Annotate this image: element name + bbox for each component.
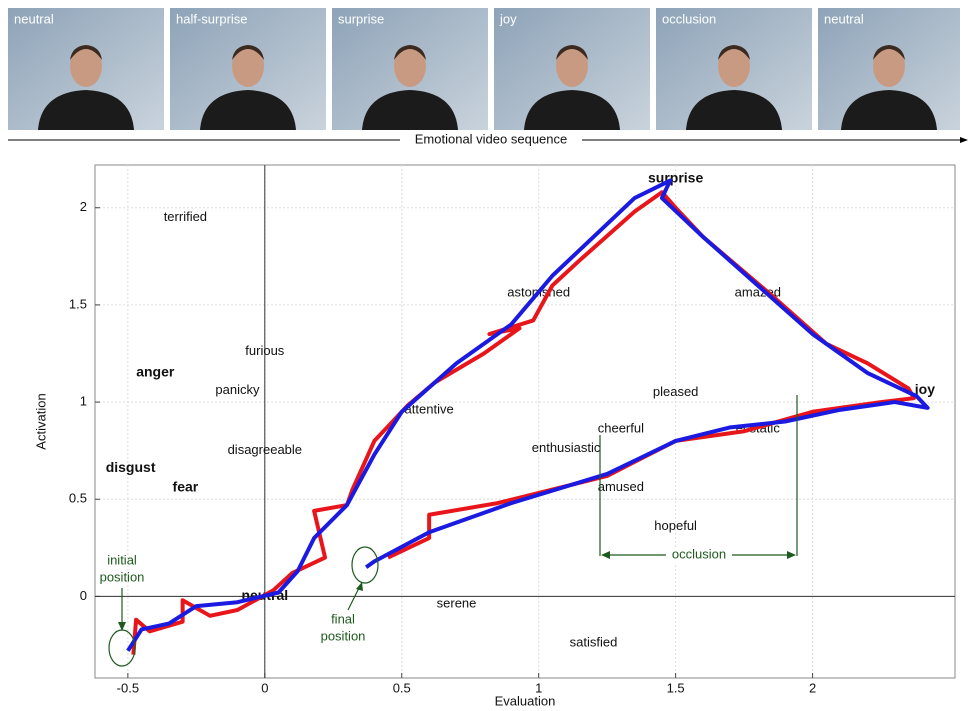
final-label: final xyxy=(331,611,355,626)
frame-label: neutral xyxy=(824,11,864,26)
emotion-label: cheerful xyxy=(598,421,644,436)
sequence-label: Emotional video sequence xyxy=(415,131,568,146)
initial-label: initial xyxy=(107,552,137,567)
frame-label: joy xyxy=(499,11,517,26)
frame-label: half-surprise xyxy=(176,11,248,26)
x-tick-label: 2 xyxy=(809,680,816,695)
x-tick-label: 0 xyxy=(261,680,268,695)
emotion-label: satisfied xyxy=(570,634,618,649)
occlusion-label: occlusion xyxy=(672,546,726,561)
frame-label: neutral xyxy=(14,11,54,26)
emotion-label: serene xyxy=(437,596,477,611)
y-axis-label: Activation xyxy=(33,393,48,449)
emotion-label: hopeful xyxy=(654,518,697,533)
emotion-label: terrified xyxy=(164,209,207,224)
frame-label: surprise xyxy=(338,11,384,26)
emotion-label: panicky xyxy=(215,382,260,397)
frame-label: occlusion xyxy=(662,11,716,26)
emotion-label: pleased xyxy=(653,384,699,399)
x-tick-label: 0.5 xyxy=(393,680,411,695)
emotion-label: surprise xyxy=(648,169,703,185)
figure: neutral half-surprise surprise joy occlusion… xyxy=(0,0,968,711)
emotion-label: anger xyxy=(136,364,175,380)
x-tick-label: 1.5 xyxy=(667,680,685,695)
emotion-label: fear xyxy=(173,478,199,494)
emotion-label: disagreeable xyxy=(228,442,302,457)
y-tick-label: 1.5 xyxy=(69,296,87,311)
emotion-label: disgust xyxy=(106,459,156,475)
x-axis-label: Evaluation xyxy=(495,693,556,708)
final-label: position xyxy=(321,628,366,643)
emotion-label: amused xyxy=(598,479,644,494)
sequence-arrowhead xyxy=(960,137,968,143)
y-tick-label: 0.5 xyxy=(69,491,87,506)
initial-label: position xyxy=(100,569,145,584)
x-tick-label: -0.5 xyxy=(117,680,139,695)
y-tick-label: 0 xyxy=(80,588,87,603)
emotion-label: furious xyxy=(245,343,285,358)
plot-area xyxy=(95,165,955,678)
emotion-label: enthusiastic xyxy=(532,440,601,455)
y-tick-label: 2 xyxy=(80,199,87,214)
y-tick-label: 1 xyxy=(80,394,87,409)
